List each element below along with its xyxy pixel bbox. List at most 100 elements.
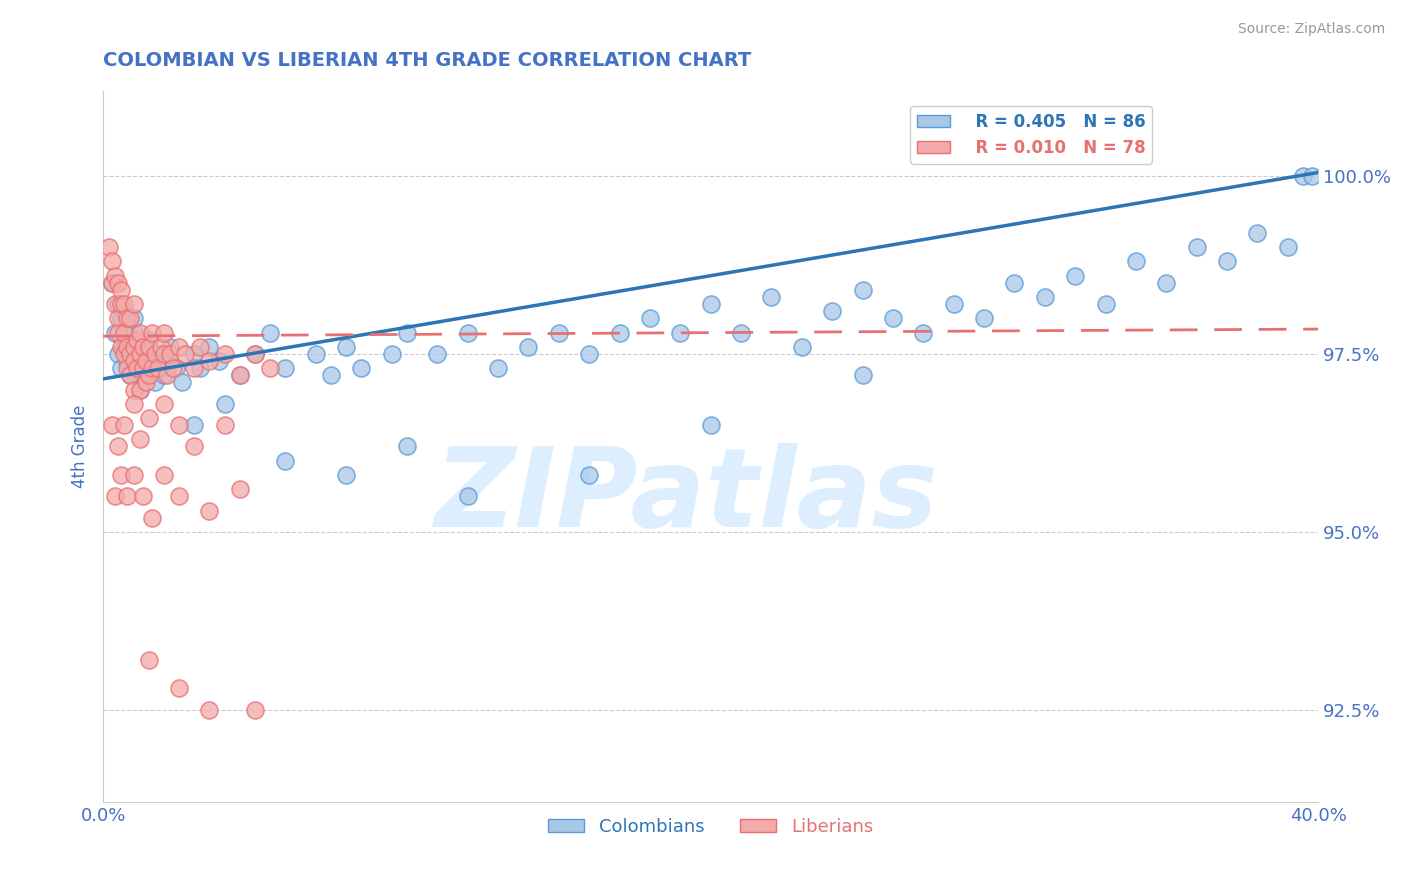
Point <box>207 354 229 368</box>
Point <box>229 368 252 383</box>
Point <box>165 361 187 376</box>
Point <box>259 361 281 376</box>
Point <box>167 340 190 354</box>
Point <box>486 361 509 376</box>
Point <box>120 311 142 326</box>
Legend: Colombians, Liberians: Colombians, Liberians <box>541 811 880 843</box>
Point <box>1002 276 1025 290</box>
Point <box>214 397 236 411</box>
Point <box>110 361 132 376</box>
Point <box>821 304 844 318</box>
Point <box>146 361 169 376</box>
Point <box>104 297 127 311</box>
Point <box>790 340 813 354</box>
Point <box>101 276 124 290</box>
Text: COLOMBIAN VS LIBERIAN 4TH GRADE CORRELATION CHART: COLOMBIAN VS LIBERIAN 4TH GRADE CORRELAT… <box>103 51 751 70</box>
Point <box>110 297 132 311</box>
Point <box>1094 297 1116 311</box>
Point <box>141 326 163 340</box>
Point <box>112 304 135 318</box>
Point <box>107 326 129 340</box>
Point <box>699 418 721 433</box>
Point <box>188 361 211 376</box>
Point <box>117 340 139 354</box>
Point <box>122 311 145 326</box>
Point <box>188 340 211 354</box>
Point <box>156 354 179 368</box>
Point <box>131 361 153 376</box>
Point <box>243 347 266 361</box>
Point <box>120 368 142 383</box>
Point <box>122 347 145 361</box>
Point <box>1292 169 1315 183</box>
Point <box>183 418 205 433</box>
Point <box>159 347 181 361</box>
Point <box>381 347 404 361</box>
Point <box>120 347 142 361</box>
Point <box>110 283 132 297</box>
Point <box>138 411 160 425</box>
Point <box>395 326 418 340</box>
Point <box>395 440 418 454</box>
Point <box>101 254 124 268</box>
Point <box>149 347 172 361</box>
Point <box>162 361 184 376</box>
Point <box>973 311 995 326</box>
Point <box>183 440 205 454</box>
Point <box>117 354 139 368</box>
Point <box>107 440 129 454</box>
Point <box>198 503 221 517</box>
Point <box>122 467 145 482</box>
Point <box>128 326 150 340</box>
Point <box>112 418 135 433</box>
Point <box>117 489 139 503</box>
Point <box>131 489 153 503</box>
Point <box>120 368 142 383</box>
Point <box>274 361 297 376</box>
Point <box>1246 226 1268 240</box>
Point <box>149 340 172 354</box>
Text: Source: ZipAtlas.com: Source: ZipAtlas.com <box>1237 22 1385 37</box>
Point <box>125 361 148 376</box>
Point <box>98 240 121 254</box>
Point <box>135 347 157 361</box>
Point <box>882 311 904 326</box>
Point <box>214 347 236 361</box>
Point <box>156 368 179 383</box>
Point <box>335 340 357 354</box>
Point <box>243 703 266 717</box>
Point <box>319 368 342 383</box>
Point <box>1125 254 1147 268</box>
Point <box>146 361 169 376</box>
Point <box>112 340 135 354</box>
Point <box>153 467 176 482</box>
Point <box>107 276 129 290</box>
Point <box>198 340 221 354</box>
Point <box>141 354 163 368</box>
Point <box>1301 169 1323 183</box>
Point <box>122 397 145 411</box>
Point <box>112 347 135 361</box>
Point <box>159 340 181 354</box>
Point <box>335 467 357 482</box>
Point <box>229 368 252 383</box>
Point <box>229 482 252 496</box>
Point <box>117 361 139 376</box>
Point <box>198 354 221 368</box>
Point <box>117 326 139 340</box>
Point <box>107 347 129 361</box>
Point <box>426 347 449 361</box>
Point <box>143 376 166 390</box>
Point <box>167 418 190 433</box>
Point <box>153 326 176 340</box>
Point <box>350 361 373 376</box>
Point <box>122 297 145 311</box>
Point <box>138 653 160 667</box>
Point <box>183 347 205 361</box>
Point <box>125 361 148 376</box>
Point <box>101 418 124 433</box>
Point <box>138 368 160 383</box>
Point <box>128 383 150 397</box>
Point <box>135 354 157 368</box>
Point <box>198 703 221 717</box>
